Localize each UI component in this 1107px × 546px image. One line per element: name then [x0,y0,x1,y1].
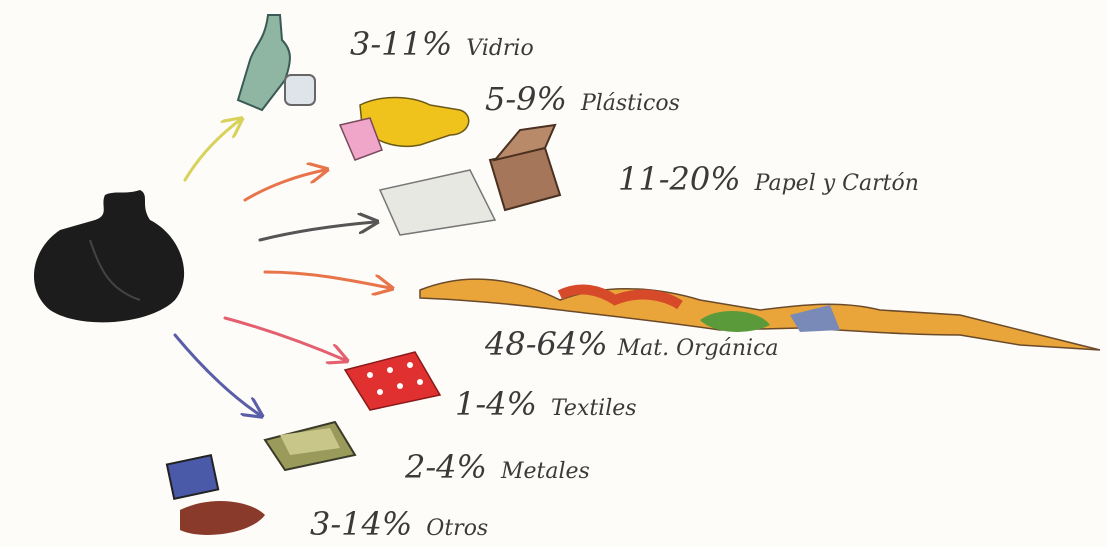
item-label: Otros [426,516,488,541]
item-range: 5-9% [485,80,567,118]
item-label: Metales [500,459,590,484]
item-range: 1-4% [455,385,537,423]
item-label: Papel y Cartón [754,171,919,196]
item-range: 48-64% [484,325,608,363]
item-label: Vidrio [466,36,533,61]
illustration: 3-11% Vidrio 5-9% Plásticos 11-20% Papel y … [0,0,1107,546]
item-label: Plásticos [580,91,680,116]
page: 3-11% Vidrio 5-9% Plásticos 11-20% Papel y … [0,0,1107,546]
item-range: 2-4% [404,448,487,486]
item-range: 3-14% [310,505,412,543]
item-label: Textiles [551,396,637,421]
item-range: 3-11% [350,25,452,63]
item-range: 11-20% [618,160,741,198]
item-label: Mat. Orgánica [617,336,779,361]
